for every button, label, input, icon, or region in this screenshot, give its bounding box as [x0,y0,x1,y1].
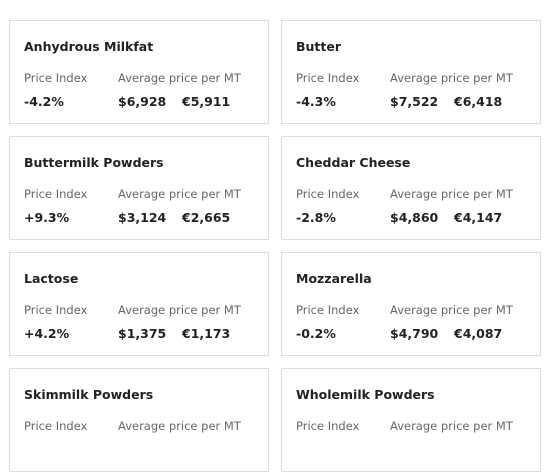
price-index-label: Price Index [24,303,88,317]
average-price-label: Average price per MT [118,187,241,201]
price-index-label: Price Index [296,71,360,85]
eur-price: €5,911 [182,94,231,109]
product-title: Wholemilk Powders [296,387,435,402]
usd-price: $6,928 [118,94,167,109]
eur-price: €2,665 [182,210,231,225]
price-index-value: -0.2% [296,326,336,341]
product-title: Anhydrous Milkfat [24,39,154,54]
page: {"labels": {"index": "Price Index", "avg… [9,20,541,472]
price-index-value: -2.8% [296,210,336,225]
product-title: Mozzarella [296,271,372,286]
product-title: Skimmilk Powders [24,387,154,402]
usd-price: $4,790 [390,326,439,341]
average-price-label: Average price per MT [118,419,241,433]
product-card: Skimmilk Powders Price Index Average price… [9,368,269,472]
product-card: Butter Price Index Average price per MT -4.… [281,20,541,124]
price-index-value: +9.3% [24,210,70,225]
average-price-label: Average price per MT [118,303,241,317]
product-title: Lactose [24,271,79,286]
eur-price: €1,173 [182,326,231,341]
usd-price: $4,860 [390,210,439,225]
usd-price: $1,375 [118,326,167,341]
product-card: Buttermilk Powders Price Index Average pri… [9,136,269,240]
eur-price: €4,087 [454,326,503,341]
price-index-label: Price Index [24,187,88,201]
usd-price: $3,124 [118,210,167,225]
price-index-value: -4.3% [296,94,336,109]
eur-price: €4,147 [454,210,503,225]
product-card: Anhydrous Milkfat Price Index Average pric… [9,20,269,124]
product-title: Buttermilk Powders [24,155,164,170]
product-card: Cheddar Cheese Price Index Average price p… [281,136,541,240]
product-title: Butter [296,39,342,54]
usd-price: $7,522 [390,94,439,109]
average-price-label: Average price per MT [118,71,241,85]
eur-price: €6,418 [454,94,503,109]
average-price-label: Average price per MT [390,303,513,317]
price-index-value: +4.2% [24,326,70,341]
price-index-label: Price Index [296,419,360,433]
product-card: Mozzarella Price Index Average price per M… [281,252,541,356]
price-index-label: Price Index [24,71,88,85]
price-index-label: Price Index [296,303,360,317]
product-card: Lactose Price Index Average price per MT +4… [9,252,269,356]
price-index-value: -4.2% [24,94,64,109]
product-card: Wholemilk Powders Price Index Average pric… [281,368,541,472]
price-index-label: Price Index [24,419,88,433]
average-price-label: Average price per MT [390,187,513,201]
product-title: Cheddar Cheese [296,155,411,170]
average-price-label: Average price per MT [390,419,513,433]
price-index-label: Price Index [296,187,360,201]
average-price-label: Average price per MT [390,71,513,85]
